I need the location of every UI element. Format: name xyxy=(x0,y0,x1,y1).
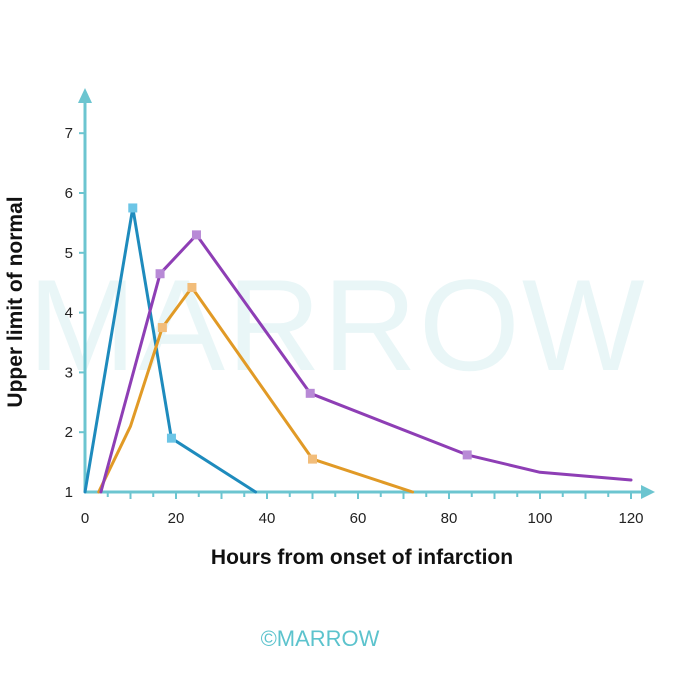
x-axis-title: Hours from onset of infarction xyxy=(211,546,513,569)
y-tick-label: 3 xyxy=(65,364,73,381)
y-axis-title: Upper limit of normal xyxy=(4,196,27,407)
x-axis-arrow xyxy=(641,485,655,499)
y-tick-label: 4 xyxy=(65,305,73,322)
y-axis-arrow xyxy=(78,88,92,103)
series-1-point xyxy=(166,433,176,443)
series-2-point xyxy=(157,323,167,333)
series-3-point xyxy=(305,388,315,398)
series-layer xyxy=(83,203,633,494)
x-tick-label: 100 xyxy=(527,510,552,527)
series-3-point xyxy=(191,230,201,240)
series-3-point xyxy=(155,269,165,279)
y-tick-label: 1 xyxy=(65,484,73,501)
x-tick-label: 0 xyxy=(81,510,89,527)
x-tick-label: 60 xyxy=(350,510,367,527)
x-tick-label: 120 xyxy=(618,510,643,527)
y-tick-label: 5 xyxy=(65,245,73,262)
marrow-logo: ©MARROW xyxy=(261,626,380,651)
series-3-point xyxy=(462,450,472,460)
y-tick-label: 2 xyxy=(65,424,73,441)
series-1-line xyxy=(83,206,258,494)
x-tick-label: 20 xyxy=(168,510,185,527)
series-2-point xyxy=(308,454,317,464)
series-1-point xyxy=(128,203,138,213)
y-tick-label: 7 xyxy=(65,125,73,142)
series-2-point xyxy=(187,282,197,292)
axes-layer: 1 2 3 4 5 6 7 0 20 40 60 80 100 120 xyxy=(65,88,655,527)
series-2-line xyxy=(97,286,415,494)
x-tick-label: 80 xyxy=(441,510,458,527)
y-tick-label: 6 xyxy=(65,185,73,202)
watermark-text: MARROW xyxy=(28,252,647,398)
x-tick-label: 40 xyxy=(259,510,276,527)
